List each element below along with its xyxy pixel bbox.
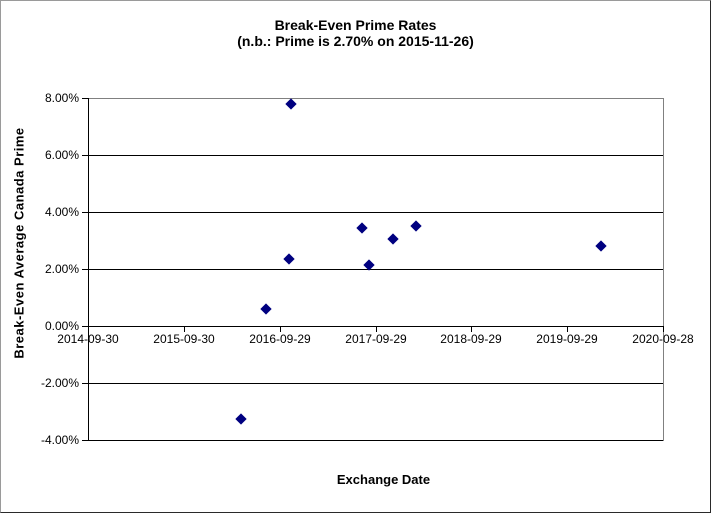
gridline	[88, 383, 663, 384]
y-axis-tick	[82, 440, 88, 441]
y-tick-label: 6.00%	[44, 148, 79, 162]
y-tick-label: 0.00%	[44, 319, 79, 333]
data-point-diamond	[235, 412, 247, 425]
x-axis-tick	[280, 326, 281, 332]
gridline	[88, 98, 663, 99]
gridline	[88, 269, 663, 270]
x-axis-tick	[471, 326, 472, 332]
x-tick-label: 2017-09-29	[345, 332, 407, 346]
gridline	[88, 440, 663, 441]
gridline	[88, 326, 663, 327]
data-point-diamond	[260, 303, 272, 315]
y-axis-tick	[82, 383, 88, 384]
y-axis-tick	[82, 212, 88, 213]
x-tick-label: 2018-09-29	[440, 332, 502, 346]
y-tick-label: 8.00%	[44, 91, 79, 105]
x-axis-tick	[567, 326, 568, 332]
y-axis-tick	[82, 155, 88, 156]
data-point-diamond	[594, 240, 607, 252]
y-axis-tick	[82, 98, 88, 99]
x-tick-label: 2020-09-28	[632, 332, 694, 346]
chart-subtitle: (n.b.: Prime is 2.70% on 2015-11-26)	[237, 33, 474, 49]
x-axis-tick	[376, 326, 377, 332]
y-tick-label: -2.00%	[40, 376, 79, 390]
gridline	[88, 212, 663, 213]
data-point-diamond	[356, 222, 368, 234]
x-axis-tick	[88, 326, 89, 332]
plot-border-right	[663, 98, 664, 441]
x-axis-tick	[184, 326, 185, 332]
y-axis-line	[88, 98, 89, 441]
y-axis-tick	[82, 269, 88, 270]
x-tick-label: 2014-09-30	[57, 332, 119, 346]
x-tick-label: 2015-09-30	[153, 332, 215, 346]
x-axis-title: Exchange Date	[336, 472, 431, 487]
data-point-diamond	[387, 233, 399, 245]
y-tick-label: 2.00%	[44, 262, 79, 276]
data-point-diamond	[285, 98, 297, 110]
x-tick-label: 2019-09-29	[536, 332, 598, 346]
x-tick-label: 2016-09-29	[249, 332, 311, 346]
gridline	[88, 155, 663, 156]
y-tick-label: -4.00%	[40, 433, 79, 447]
x-axis-tick	[663, 326, 664, 332]
y-axis-tick	[82, 326, 88, 327]
data-point-diamond	[283, 253, 296, 265]
plot-area	[82, 98, 664, 441]
chart-title: Break-Even Prime Rates	[274, 17, 437, 33]
data-point-diamond	[409, 220, 422, 232]
y-tick-label: 4.00%	[44, 205, 79, 219]
